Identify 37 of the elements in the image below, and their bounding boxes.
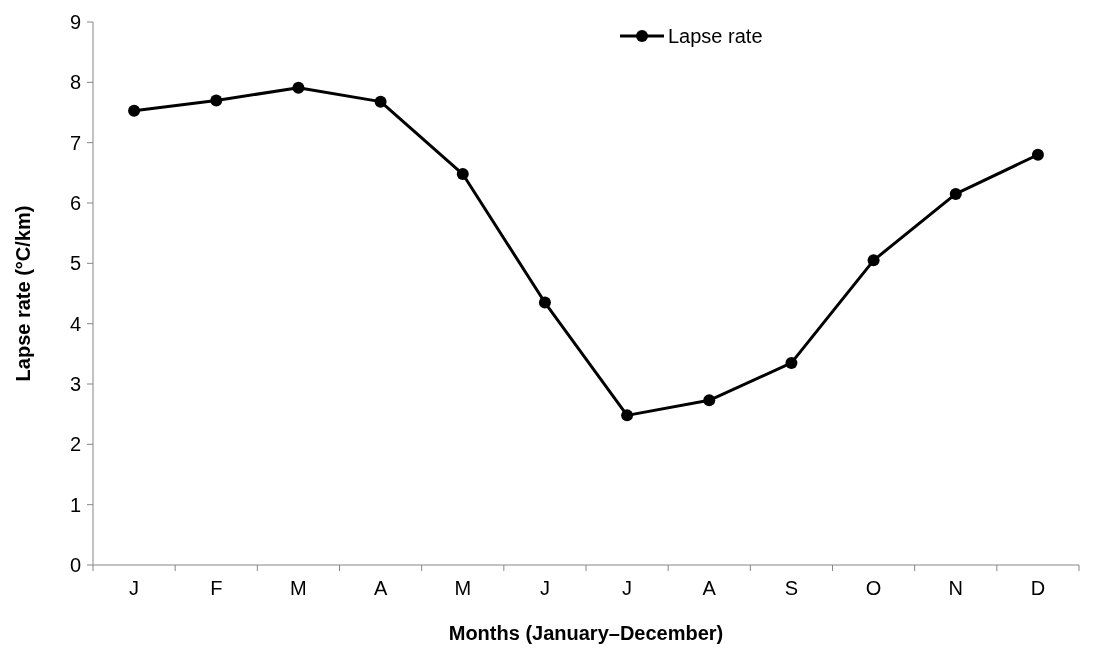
point bbox=[292, 81, 305, 94]
point bbox=[374, 95, 387, 108]
y-tick-label: 1 bbox=[69, 493, 81, 516]
y-tick-label: 2 bbox=[69, 433, 81, 456]
y-axis-title: Lapse rate (°C/km) bbox=[12, 205, 34, 382]
legend-label: Lapse rate bbox=[668, 25, 763, 47]
point bbox=[456, 168, 469, 181]
point bbox=[621, 409, 634, 422]
x-tick-label: S bbox=[784, 577, 799, 599]
point bbox=[538, 296, 551, 309]
point bbox=[867, 254, 880, 267]
y-tick-label: 0 bbox=[69, 554, 81, 576]
point bbox=[128, 104, 141, 117]
y-tick-label: 3 bbox=[69, 373, 81, 395]
y-tick-label: 7 bbox=[69, 131, 81, 154]
x-tick-label: J bbox=[129, 577, 140, 599]
y-tick-label: 9 bbox=[69, 11, 81, 33]
point bbox=[703, 394, 716, 407]
y-tick-label: 5 bbox=[69, 252, 81, 275]
x-tick-label: D bbox=[1030, 577, 1046, 599]
y-tick-label: 8 bbox=[69, 71, 81, 94]
x-tick-label: M bbox=[290, 577, 307, 599]
x-tick-label: A bbox=[702, 577, 717, 599]
x-tick-label: N bbox=[948, 577, 963, 599]
point bbox=[949, 187, 962, 200]
x-axis-title: Months (January–December) bbox=[448, 622, 724, 644]
point bbox=[785, 356, 798, 369]
x-tick-label: A bbox=[373, 577, 388, 599]
x-tick-label: F bbox=[210, 577, 223, 599]
point bbox=[210, 94, 223, 107]
x-tick-label: J bbox=[539, 577, 550, 599]
x-tick-label: M bbox=[454, 577, 472, 599]
point bbox=[1031, 148, 1044, 161]
y-tick-label: 6 bbox=[69, 192, 81, 214]
x-tick-label: O bbox=[865, 577, 882, 599]
y-tick-label: 4 bbox=[69, 312, 81, 335]
x-tick-label: J bbox=[622, 577, 633, 599]
